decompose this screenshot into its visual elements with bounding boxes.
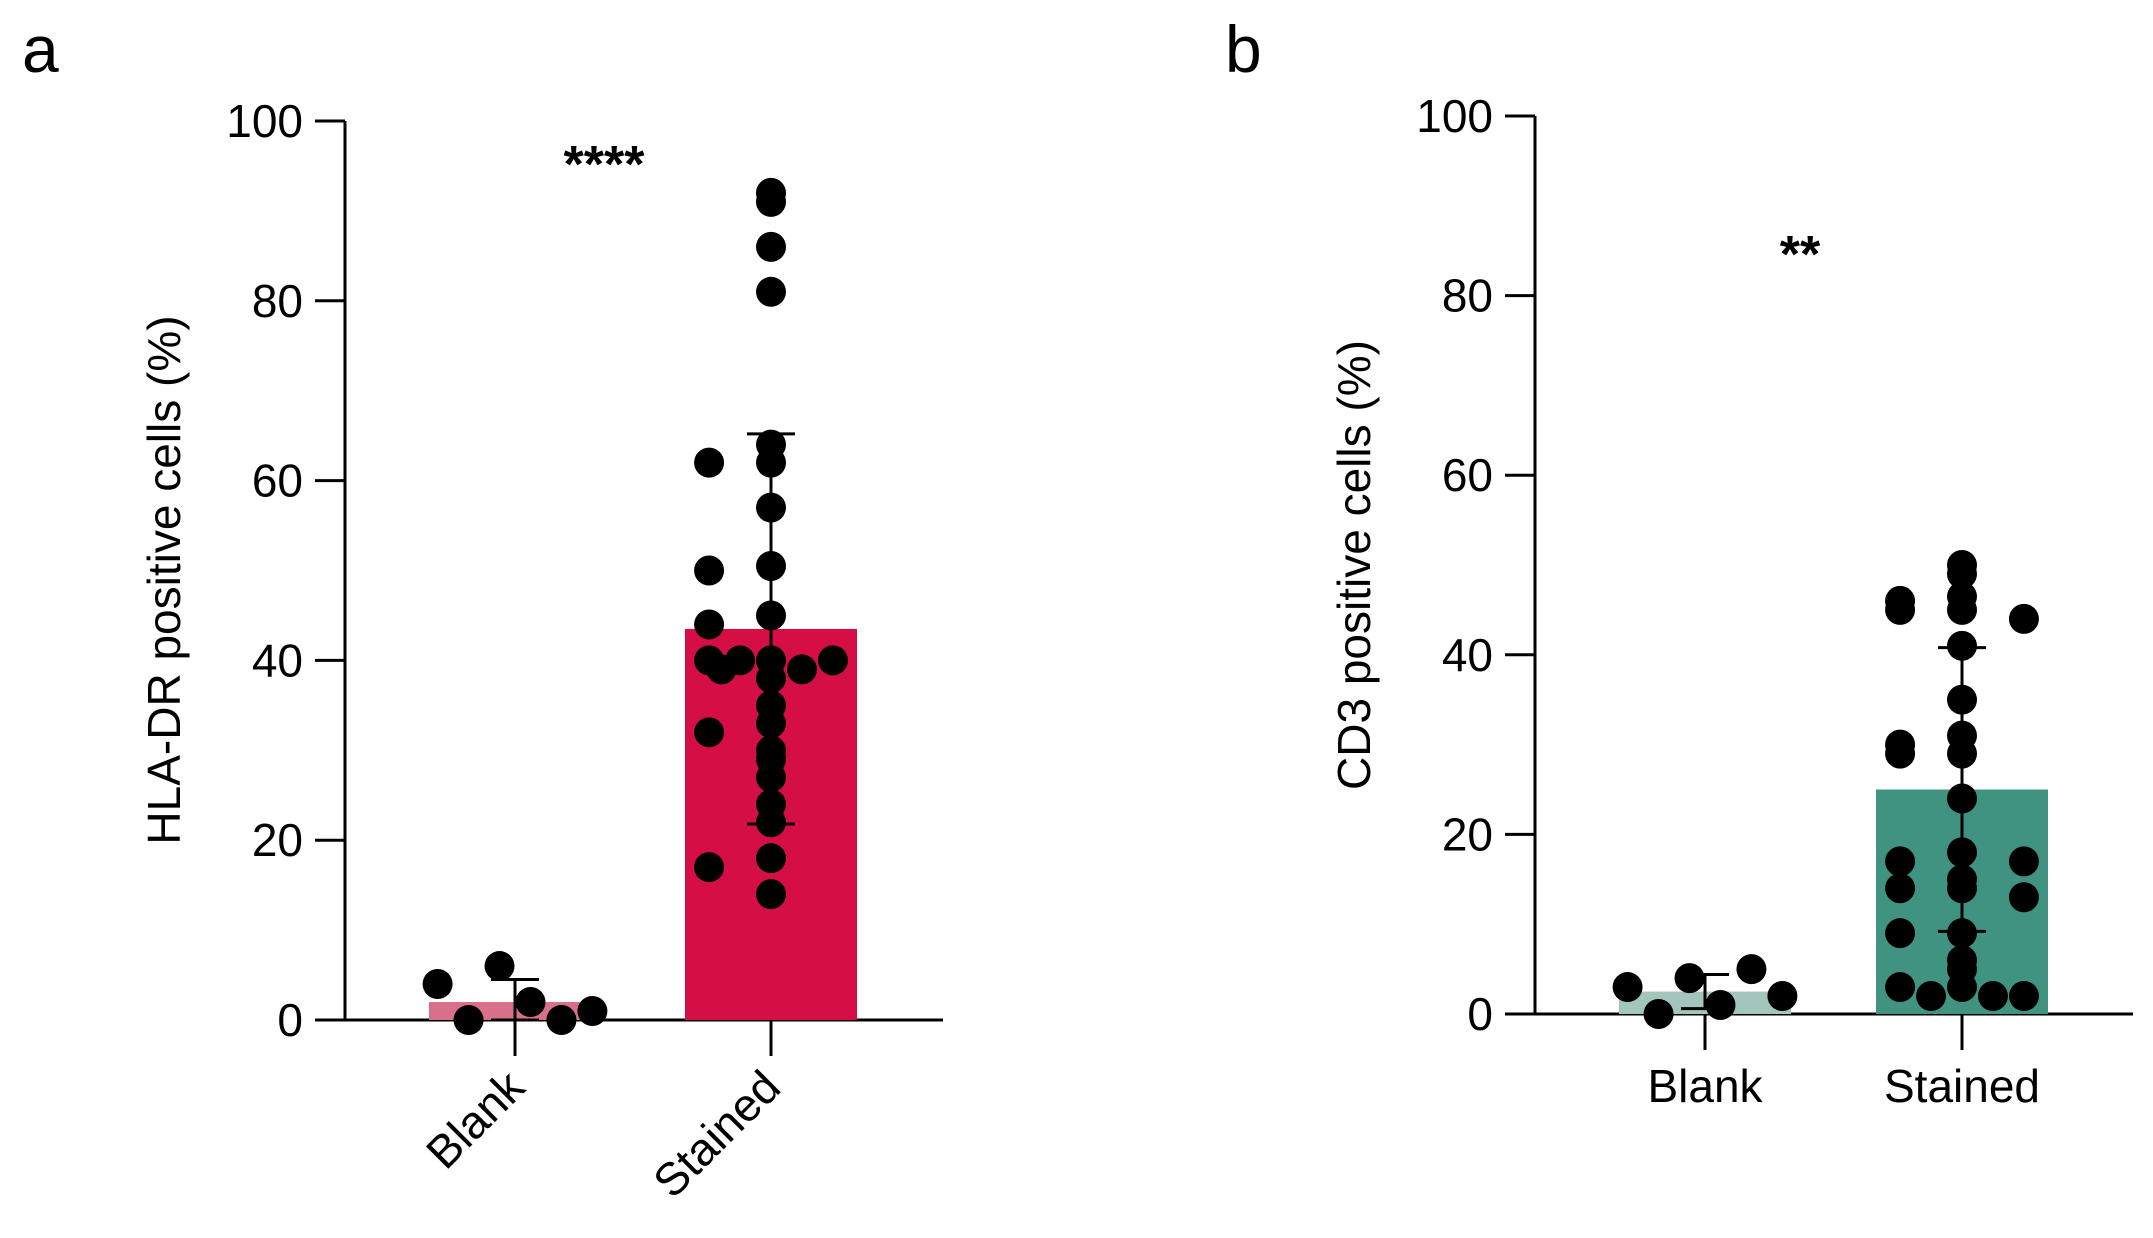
y-tick-label: 0: [277, 994, 303, 1046]
data-point: [694, 447, 725, 478]
data-point: [1977, 981, 2008, 1012]
data-point: [1947, 558, 1977, 589]
data-point: [422, 969, 453, 1000]
x-category-label-blank: Blank: [1647, 1060, 1763, 1112]
y-tick-label: 80: [1442, 270, 1493, 322]
data-point: [1767, 981, 1798, 1012]
data-point: [694, 717, 725, 748]
significance-label: ****: [564, 136, 646, 194]
data-point: [1947, 972, 1977, 1003]
data-point: [817, 645, 848, 676]
data-point: [756, 879, 786, 910]
data-point: [1674, 963, 1705, 994]
data-point: [756, 843, 786, 874]
panel-label: a: [22, 12, 59, 86]
data-point: [546, 1005, 577, 1035]
x-category-label-blank: Blank: [416, 1060, 535, 1179]
data-point: [1916, 981, 1947, 1012]
data-point: [1736, 954, 1767, 985]
data-point: [1612, 972, 1643, 1003]
y-tick-label: 60: [252, 455, 303, 507]
data-point: [786, 654, 817, 685]
data-point: [1885, 972, 1916, 1003]
data-point: [756, 186, 786, 217]
data-point: [694, 852, 725, 883]
data-point: [756, 231, 786, 262]
data-point: [577, 996, 608, 1027]
y-axis-label: CD3 positive cells (%): [1328, 340, 1380, 790]
data-point: [1947, 630, 1977, 661]
panel-a-hla-dr-chart: a HLA-DR positive cells (%) **** 0 20 40 60…: [22, 12, 943, 1207]
data-point: [1885, 738, 1916, 769]
data-point: [694, 609, 725, 640]
y-tick-label: 40: [252, 634, 303, 686]
significance-label: **: [1780, 226, 1821, 284]
panel-b-cd3-chart: b CD3 positive cells (%) ** 0 20 40 60 80 100…: [1225, 12, 2133, 1112]
data-point: [706, 654, 737, 685]
data-point: [1947, 918, 1977, 949]
y-tick-label: 40: [1442, 629, 1493, 681]
data-point: [1885, 594, 1916, 625]
y-axis-label: HLA-DR positive cells (%): [138, 315, 190, 844]
data-point: [1705, 990, 1736, 1021]
data-point: [2008, 846, 2039, 877]
y-tick-label: 60: [1442, 449, 1493, 501]
data-point: [756, 276, 786, 307]
data-point: [1885, 918, 1916, 949]
y-tick-label: 80: [252, 275, 303, 327]
data-point: [453, 1005, 484, 1035]
x-category-label-stained: Stained: [1884, 1060, 2040, 1112]
y-tick-label: 20: [252, 814, 303, 866]
data-point: [1947, 594, 1977, 625]
y-tick-label: 0: [1467, 988, 1493, 1040]
data-point: [1643, 999, 1674, 1029]
data-point: [2008, 882, 2039, 913]
data-point: [694, 555, 725, 586]
y-tick-label: 100: [226, 95, 303, 147]
x-category-label-stained: Stained: [643, 1060, 790, 1207]
data-point: [515, 987, 546, 1018]
data-point: [484, 951, 515, 982]
data-point: [1885, 846, 1916, 877]
data-point: [2008, 981, 2039, 1012]
data-point: [2008, 603, 2039, 634]
y-tick-label: 100: [1416, 90, 1493, 142]
data-point: [1885, 873, 1916, 904]
y-tick-label: 20: [1442, 808, 1493, 860]
panel-label: b: [1225, 12, 1262, 86]
